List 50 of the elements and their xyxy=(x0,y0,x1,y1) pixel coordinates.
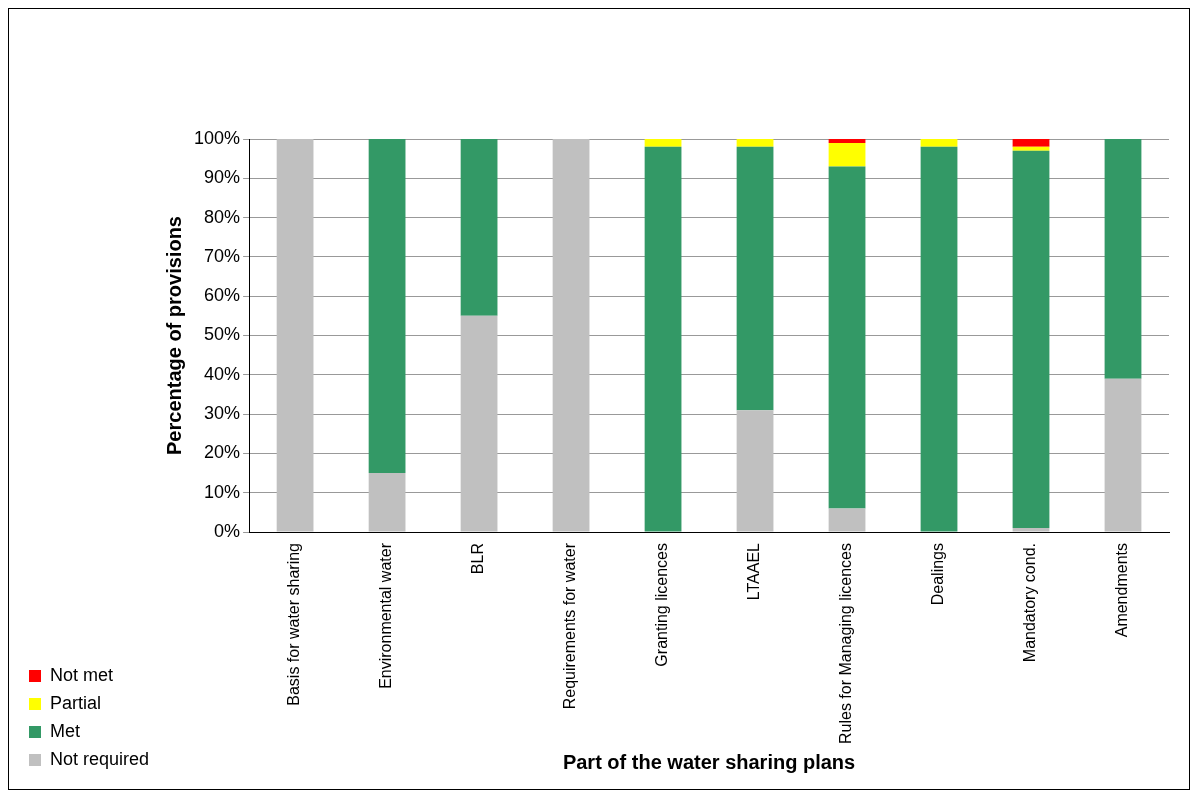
y-axis-title: Percentage of provisions xyxy=(162,216,185,455)
bar xyxy=(736,146,774,411)
bar xyxy=(828,508,866,532)
y-tick-label: 50% xyxy=(204,324,241,345)
x-tick-label: Dealings xyxy=(929,543,947,606)
bar xyxy=(368,473,406,532)
bar xyxy=(828,166,866,509)
bar xyxy=(1104,139,1142,379)
x-tick-label: Basis for water sharing xyxy=(285,543,303,706)
legend-label: Not required xyxy=(50,748,150,769)
bar xyxy=(1012,139,1050,147)
x-tick-label: Environmental water xyxy=(377,542,395,689)
bar xyxy=(920,139,958,147)
bar xyxy=(460,315,498,532)
legend-label: Partial xyxy=(50,692,102,713)
y-tick-label: 20% xyxy=(204,442,241,463)
bar xyxy=(368,139,406,474)
bar xyxy=(920,146,958,532)
bar xyxy=(276,139,314,532)
x-tick-label: Requirements for water xyxy=(561,542,579,710)
y-tick-label: 100% xyxy=(194,127,241,148)
bar xyxy=(828,142,866,167)
x-tick-label: Mandatory cond. xyxy=(1021,543,1039,663)
y-tick-label: 90% xyxy=(204,167,241,188)
bar xyxy=(552,139,590,532)
legend-label: Not met xyxy=(50,664,114,685)
legend-label: Met xyxy=(50,720,81,741)
x-tick-label: Amendments xyxy=(1113,543,1131,638)
x-tick-label: Granting licences xyxy=(653,543,671,667)
bar xyxy=(1012,146,1050,151)
bar xyxy=(644,146,682,532)
y-tick-label: 0% xyxy=(214,520,241,541)
bar xyxy=(1012,528,1050,532)
bar xyxy=(644,139,682,147)
x-axis-title: Part of the water sharing plans xyxy=(562,750,856,773)
y-tick-label: 60% xyxy=(204,285,241,306)
bar xyxy=(828,139,866,143)
y-tick-label: 30% xyxy=(204,403,241,424)
bar xyxy=(1104,378,1142,532)
x-tick-label: LTAAEL xyxy=(745,542,763,601)
bar xyxy=(460,139,498,316)
y-tick-label: 80% xyxy=(204,206,241,227)
x-tick-label: Rules for Managing licences xyxy=(837,543,855,745)
y-tick-label: 40% xyxy=(204,363,241,384)
bar xyxy=(1012,150,1050,529)
bar xyxy=(736,410,774,532)
y-tick-label: 70% xyxy=(204,245,241,266)
bar xyxy=(736,139,774,147)
x-tick-label: BLR xyxy=(469,543,487,575)
y-tick-label: 10% xyxy=(204,481,241,502)
